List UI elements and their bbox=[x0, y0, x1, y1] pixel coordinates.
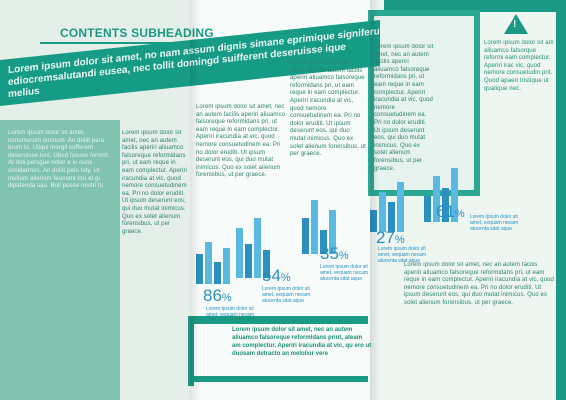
note-61: Lorem ipsum dolor sit amet, vequam necam… bbox=[470, 214, 519, 232]
percent-86: 86% bbox=[203, 286, 232, 305]
bar bbox=[302, 218, 309, 254]
chart-86 bbox=[196, 222, 248, 284]
subheading-underline bbox=[40, 42, 186, 44]
right-edge-tab bbox=[556, 0, 566, 400]
body-column-2: Lorem ipsum dolor sit amet, nec an autem… bbox=[196, 104, 286, 179]
bottom-callout-text: Lorem ipsum dolor sit amet, nec an autem… bbox=[232, 327, 372, 357]
bar bbox=[236, 228, 243, 278]
chart-54 bbox=[236, 214, 288, 278]
bar bbox=[223, 248, 230, 284]
bar bbox=[379, 192, 386, 232]
body-column-1: Lorem ipsum dolor sit amet, nec an autem… bbox=[122, 130, 187, 235]
warning-icon: ! bbox=[504, 14, 528, 34]
percent-35: 35% bbox=[320, 244, 349, 263]
bar bbox=[311, 200, 318, 254]
bar bbox=[320, 230, 327, 254]
bar bbox=[263, 250, 270, 278]
bar bbox=[245, 244, 252, 278]
percent-61: 61% bbox=[436, 202, 465, 221]
info-box-inner bbox=[374, 16, 474, 190]
right-lower-text: Lorem ipsum dolor sit amet, nec an autem… bbox=[404, 262, 554, 306]
info-box bbox=[368, 10, 480, 196]
bar bbox=[205, 242, 212, 284]
bar bbox=[196, 254, 203, 284]
bar bbox=[442, 188, 449, 222]
body-column-4: Lorem ipsum dolor sit amet, nec an autem… bbox=[374, 44, 434, 172]
chart-35 bbox=[302, 190, 354, 254]
fold-shadow bbox=[370, 0, 380, 400]
top-accent-bar bbox=[384, 0, 566, 12]
left-sidebar: Lorem ipsum dolor sit amet, nonumerum om… bbox=[0, 120, 120, 400]
chart-61 bbox=[424, 164, 476, 222]
callout-top-band bbox=[188, 316, 368, 324]
bar bbox=[433, 176, 440, 222]
percent-27: 27% bbox=[376, 228, 405, 247]
bar bbox=[388, 202, 395, 232]
bar bbox=[424, 196, 431, 222]
bar bbox=[370, 210, 377, 232]
note-27: Lorem ipsum dolor sit amet, vequam necam… bbox=[378, 246, 427, 264]
bar bbox=[451, 168, 458, 222]
callout-left-bar bbox=[188, 316, 194, 386]
fold-shadow bbox=[190, 0, 200, 400]
info-box-text: Lorem ipsum dolor sit am aliuamco falsor… bbox=[484, 40, 554, 92]
note-54: Lorem ipsum dolor sit amet, vequam necam… bbox=[262, 286, 311, 304]
body-column-3: Lorem ipsum dolor sit amet, nec an autem… bbox=[290, 60, 366, 158]
percent-54: 54% bbox=[262, 266, 291, 285]
bar bbox=[329, 210, 336, 254]
contents-subheading: CONTENTS SUBHEADING bbox=[60, 26, 214, 40]
bar bbox=[397, 182, 404, 232]
bar bbox=[214, 262, 221, 284]
callout-bottom-band bbox=[188, 376, 368, 382]
sidebar-text: Lorem ipsum dolor sit amet, nonumerum om… bbox=[8, 130, 110, 190]
chart-27 bbox=[370, 176, 422, 232]
bar bbox=[254, 218, 261, 278]
note-35: Lorem ipsum dolor sit amet, vequam necam… bbox=[320, 264, 369, 282]
